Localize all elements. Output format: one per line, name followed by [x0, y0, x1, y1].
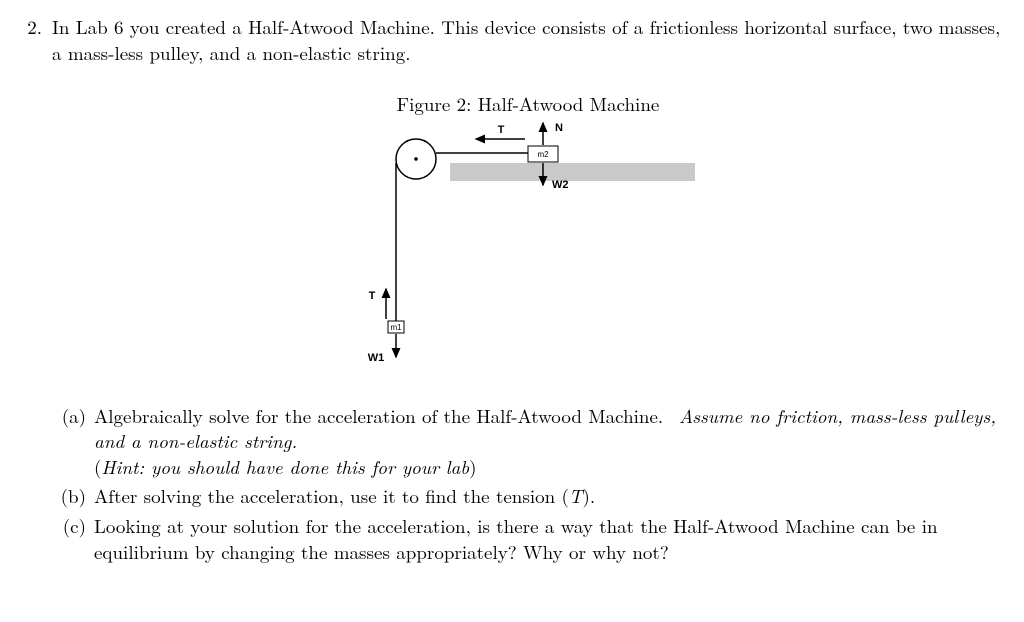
figure-caption-title: Half-Atwood Machine [478, 90, 660, 117]
subpart-c-body: Looking at your solution for the acceler… [94, 513, 1004, 564]
subpart-a-hint: Hint: you should have done this for your… [101, 453, 469, 480]
m1-label: m1 [390, 323, 402, 332]
subpart-b-after: ). [583, 482, 596, 509]
figure: m2 T N W2 m1 [358, 121, 698, 379]
n-label: N [555, 122, 563, 134]
subpart-b-var: T [569, 482, 583, 509]
subpart-a-hint-close: ) [469, 453, 476, 480]
t-top-label: T [498, 124, 505, 136]
subpart-a-label: (a) [52, 403, 86, 429]
figure-caption: Figure 2: Half-Atwood Machine [52, 91, 1004, 117]
m2-label: m2 [537, 150, 549, 159]
surface-rect [450, 163, 695, 181]
subpart-b: (b) After solving the acceleration, use … [52, 483, 1004, 509]
subpart-c-text: Looking at your solution for the acceler… [94, 512, 938, 565]
figure-caption-prefix: Figure 2: [397, 90, 478, 117]
problem-body: In Lab 6 you created a Half-Atwood Machi… [52, 14, 1004, 564]
figure-wrap: m2 T N W2 m1 [52, 121, 1004, 397]
problem-number: 2. [12, 14, 42, 40]
subpart-c-label: (c) [52, 513, 86, 539]
pulley-axle [414, 157, 418, 161]
problem: 2. In Lab 6 you created a Half-Atwood Ma… [12, 14, 1004, 564]
subpart-a-text: Algebraically solve for the acceleration… [94, 402, 663, 429]
w2-label: W2 [552, 179, 569, 191]
t-left-label: T [369, 290, 376, 302]
half-atwood-svg: m2 T N W2 m1 [358, 121, 698, 373]
problem-intro: In Lab 6 you created a Half-Atwood Machi… [52, 13, 1000, 66]
subpart-b-text: After solving the acceleration, use it t… [94, 482, 569, 509]
subparts: (a) Algebraically solve for the accelera… [52, 403, 1004, 565]
subpart-c: (c) Looking at your solution for the acc… [52, 513, 1004, 564]
subpart-a: (a) Algebraically solve for the accelera… [52, 403, 1004, 480]
subpart-b-label: (b) [52, 483, 86, 509]
subpart-b-body: After solving the acceleration, use it t… [94, 483, 1004, 509]
w1-label: W1 [368, 352, 385, 364]
subpart-a-body: Algebraically solve for the acceleration… [94, 403, 1004, 480]
